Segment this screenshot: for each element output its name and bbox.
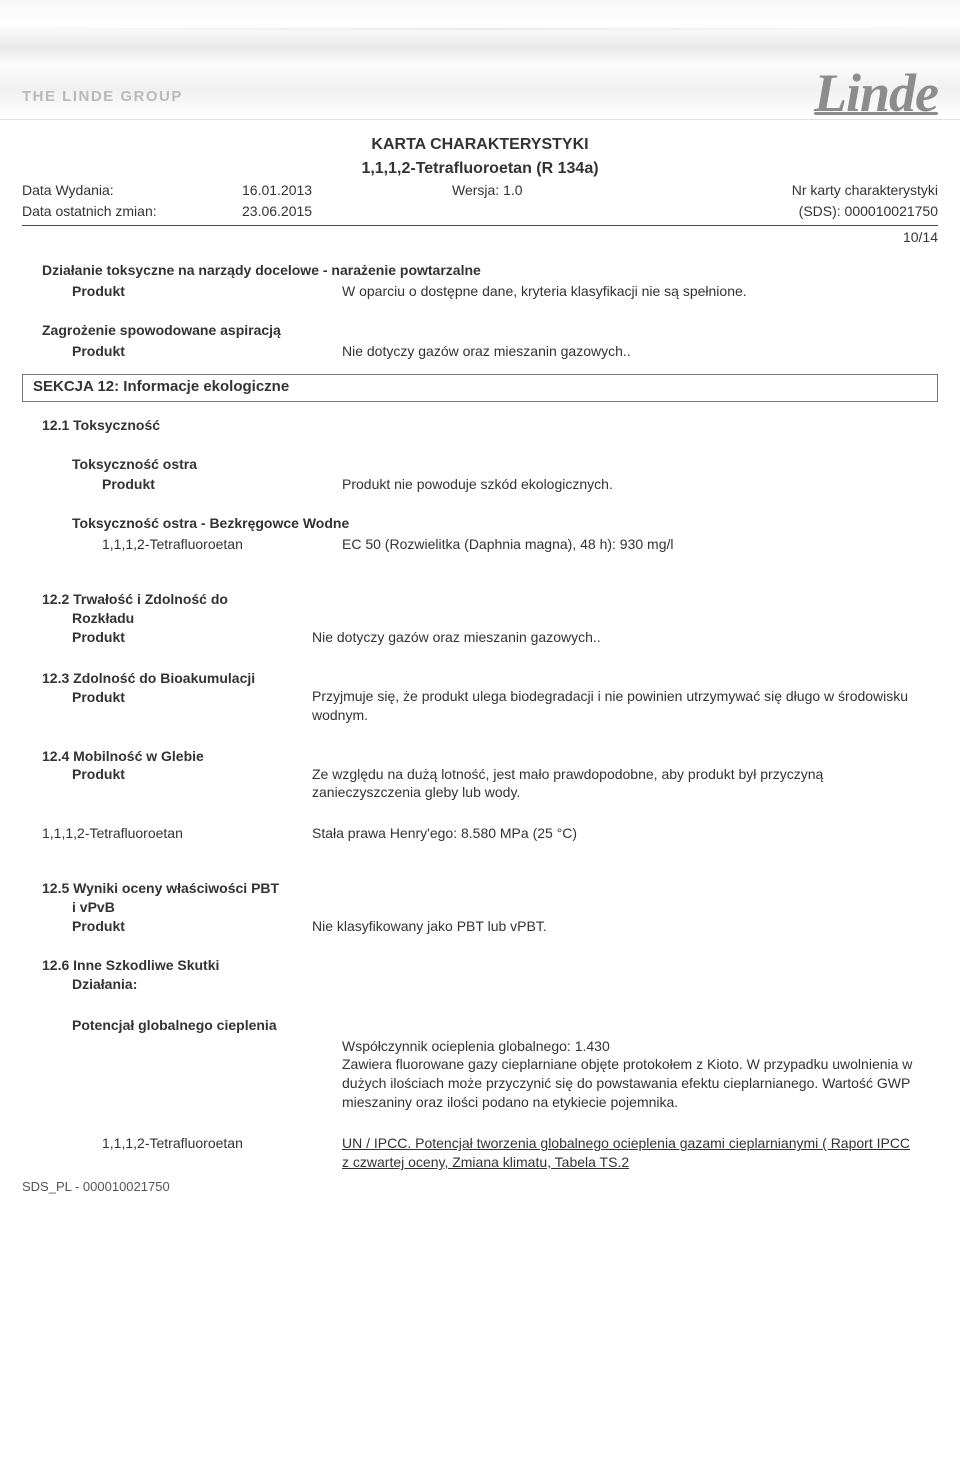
s12-4-row: 12.4 Mobilność w Glebie Produkt Ze wzglę… (42, 747, 918, 803)
s12-5-value: Nie klasyfikowany jako PBT lub vPBT. (312, 917, 547, 936)
revision-date-label: Data ostatnich zmian: (22, 202, 242, 221)
s12-6-gwp-text-row: Współczynnik ocieplenia globalnego: 1.43… (42, 1037, 918, 1113)
sds-number-value: (SDS): 000010021750 (698, 202, 938, 221)
tox-organ-row: Produkt W oparciu o dostępne dane, kryte… (42, 282, 918, 301)
issue-date-value: 16.01.2013 (242, 181, 362, 200)
s12-3-value: Przyjmuje się, że produkt ulega biodegra… (312, 669, 918, 725)
issue-date-label: Data Wydania: (22, 181, 242, 200)
s12-4-sub-value: Stała prawa Henry'ego: 8.580 MPa (25 °C) (312, 824, 918, 843)
tox-organ-label: Produkt (72, 282, 342, 301)
s12-4-heading: 12.4 Mobilność w Glebie (42, 747, 312, 766)
s12-1-aquatic-value: EC 50 (Rozwielitka (Daphnia magna), 48 h… (342, 535, 918, 554)
footer-text: SDS_PL - 000010021750 (0, 1172, 960, 1208)
s12-6-gwp-text: Współczynnik ocieplenia globalnego: 1.43… (342, 1037, 918, 1113)
header-banner: THE LINDE GROUP Linde (0, 0, 960, 120)
s12-4-sub-row: 1,1,1,2-Tetrafluoroetan Stała prawa Henr… (42, 824, 918, 843)
s12-6-sub-label: 1,1,1,2-Tetrafluoroetan (102, 1134, 342, 1172)
tox-organ-value: W oparciu o dostępne dane, kryteria klas… (342, 282, 918, 301)
section12-title: SEKCJA 12: Informacje ekologiczne (22, 374, 938, 401)
content-block-12: 12.1 Toksyczność Toksyczność ostra Produ… (0, 402, 960, 1172)
s12-2-heading-1: 12.2 Trwałość i Zdolność do (42, 590, 312, 609)
version-label: Wersja: 1.0 (362, 181, 698, 200)
s12-1-acute-heading: Toksyczność ostra (42, 455, 918, 474)
s12-2-heading-2: Rozkładu (42, 609, 312, 628)
s12-4-sub-label: 1,1,1,2-Tetrafluoroetan (42, 824, 312, 843)
s12-6-sub-row: 1,1,1,2-Tetrafluoroetan UN / IPCC. Poten… (42, 1134, 918, 1172)
s12-2-row: 12.2 Trwałość i Zdolność do Rozkładu Pro… (42, 590, 918, 647)
brand-group-text: THE LINDE GROUP (22, 87, 183, 107)
s12-6-heading-1: 12.6 Inne Szkodliwe Skutki (42, 956, 918, 975)
s12-3-heading: 12.3 Zdolność do Bioakumulacji (42, 669, 312, 688)
s12-4-value: Ze względu na dużą lotność, jest mało pr… (312, 747, 918, 803)
aspiration-label: Produkt (72, 342, 342, 361)
s12-3-label: Produkt (42, 688, 312, 707)
s12-1-heading: 12.1 Toksyczność (42, 416, 918, 435)
aspiration-value: Nie dotyczy gazów oraz mieszanin gazowyc… (342, 342, 918, 361)
brand-logo: Linde (814, 66, 938, 115)
document-title: KARTA CHARAKTERYSTYKI (0, 134, 960, 156)
meta-row-2: Data ostatnich zmian: 23.06.2015 (SDS): … (0, 200, 960, 221)
page-number: 10/14 (0, 226, 960, 247)
aspiration-heading: Zagrożenie spowodowane aspiracją (42, 321, 918, 340)
s12-4-left: 12.4 Mobilność w Glebie Produkt (42, 747, 312, 803)
meta-row-1: Data Wydania: 16.01.2013 Wersja: 1.0 Nr … (0, 179, 960, 200)
content-block-pre12: Działanie toksyczne na narządy docelowe … (0, 247, 960, 361)
aspiration-row: Produkt Nie dotyczy gazów oraz mieszanin… (42, 342, 918, 361)
s12-2-right: Nie dotyczy gazów oraz mieszanin gazowyc… (312, 590, 918, 647)
document-header: KARTA CHARAKTERYSTYKI 1,1,1,2-Tetrafluor… (0, 134, 960, 179)
s12-5-heading-1: 12.5 Wyniki oceny właściwości PBT (42, 879, 312, 898)
s12-6-sub-value: UN / IPCC. Potencjał tworzenia globalneg… (342, 1134, 918, 1172)
s12-3-row: 12.3 Zdolność do Bioakumulacji Produkt P… (42, 669, 918, 725)
s12-2-label: Produkt (42, 628, 312, 647)
sds-number-label: Nr karty charakterystyki (698, 181, 938, 200)
s12-4-label: Produkt (42, 765, 312, 784)
s12-6-gwp-spacer (72, 1037, 342, 1113)
s12-6-gwp-heading: Potencjał globalnego cieplenia (72, 1016, 342, 1035)
s12-1-acute-value: Produkt nie powoduje szkód ekologicznych… (342, 475, 918, 494)
s12-5-heading-2: i vPvB (42, 898, 312, 917)
s12-2-left: 12.2 Trwałość i Zdolność do Rozkładu Pro… (42, 590, 312, 647)
meta-spacer (362, 202, 698, 221)
s12-1-aquatic-label: 1,1,1,2-Tetrafluoroetan (102, 535, 342, 554)
s12-1-aquatic-row: 1,1,1,2-Tetrafluoroetan EC 50 (Rozwielit… (42, 535, 918, 554)
brand-logo-text: Linde (814, 66, 938, 120)
document-subtitle: 1,1,1,2-Tetrafluoroetan (R 134a) (0, 158, 960, 180)
revision-date-value: 23.06.2015 (242, 202, 362, 221)
s12-6-gwp-row: Potencjał globalnego cieplenia (42, 1016, 918, 1035)
s12-5-right: Nie klasyfikowany jako PBT lub vPBT. (312, 879, 918, 936)
s12-5-left: 12.5 Wyniki oceny właściwości PBT i vPvB… (42, 879, 312, 936)
s12-1-acute-row: Produkt Produkt nie powoduje szkód ekolo… (42, 475, 918, 494)
tox-organ-heading: Działanie toksyczne na narządy docelowe … (42, 261, 918, 280)
s12-3-left: 12.3 Zdolność do Bioakumulacji Produkt (42, 669, 312, 725)
s12-5-row: 12.5 Wyniki oceny właściwości PBT i vPvB… (42, 879, 918, 936)
s12-2-value: Nie dotyczy gazów oraz mieszanin gazowyc… (312, 628, 601, 647)
s12-6-gwp-right (342, 1016, 918, 1035)
s12-5-label: Produkt (42, 917, 312, 936)
s12-1-acute-label: Produkt (102, 475, 342, 494)
s12-6-heading-2: Działania: (42, 975, 918, 994)
s12-1-aquatic-heading: Toksyczność ostra - Bezkręgowce Wodne (42, 514, 918, 533)
